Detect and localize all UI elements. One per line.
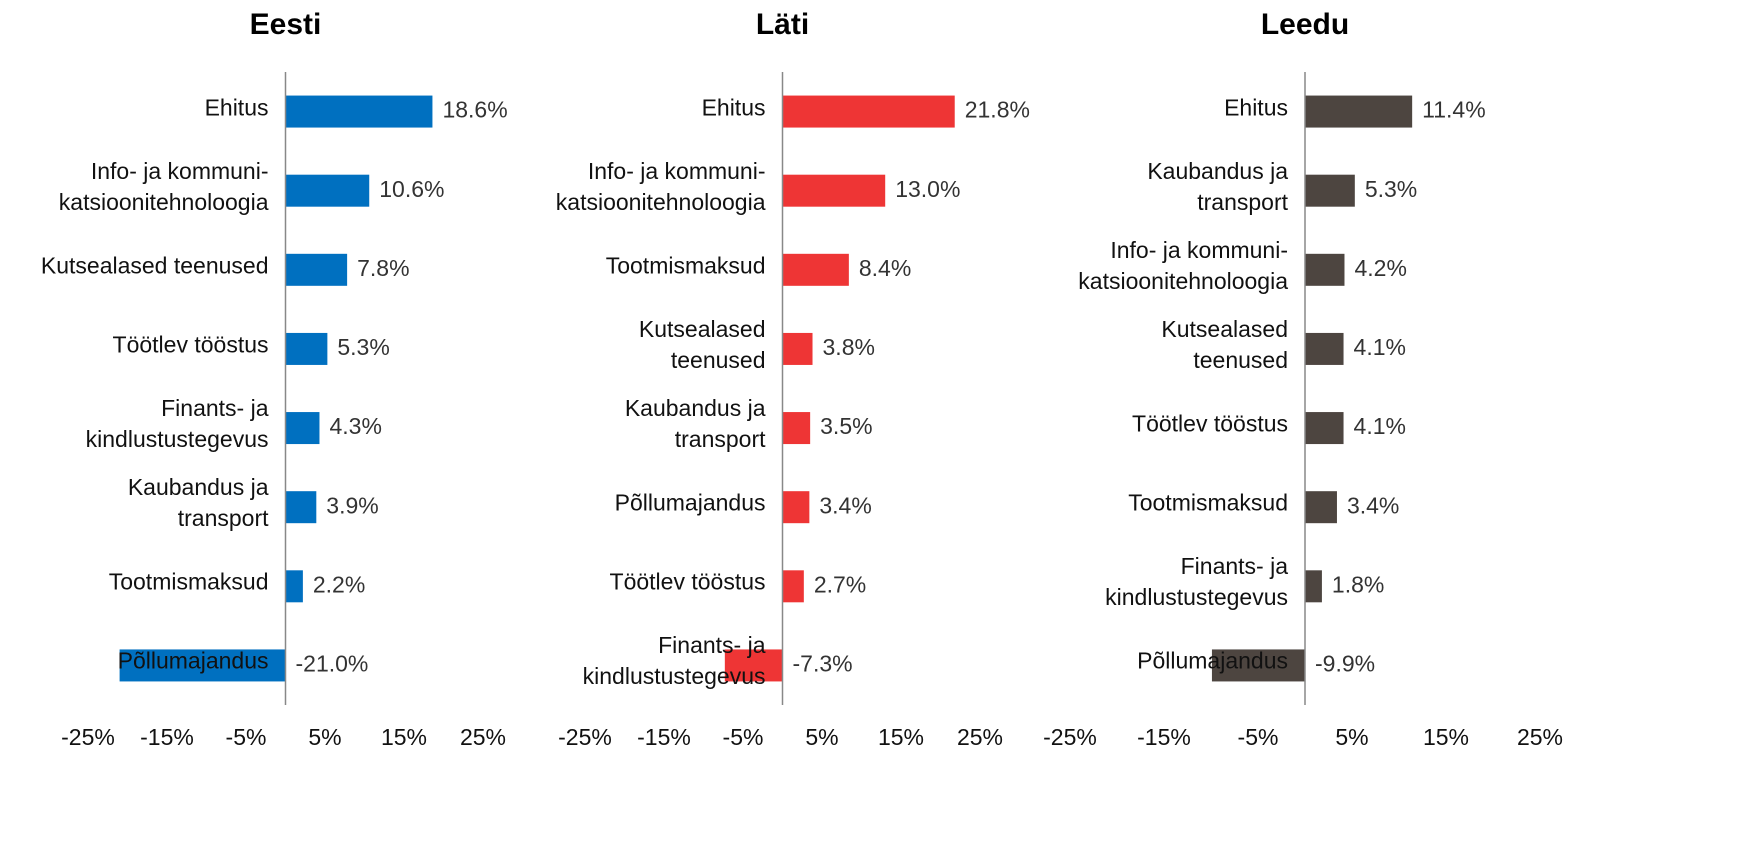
chart-title: Leedu [1261, 8, 1349, 41]
bar [782, 332, 813, 365]
value-label: 1.8% [1332, 571, 1384, 597]
category-label: Finants- ja kindlustustegevus [85, 395, 269, 453]
x-tick-label: -25% [61, 724, 115, 750]
bar [1305, 570, 1322, 603]
category-label: Info- ja kommuni- katsioonitehnoloogia [58, 157, 269, 215]
x-tick-label: 25% [957, 724, 1003, 750]
category-label: Info- ja kommuni- katsioonitehnoloogia [1078, 236, 1288, 294]
x-tick-label: -5% [226, 724, 267, 750]
bar [1305, 491, 1337, 524]
value-label: 11.4% [1422, 97, 1486, 123]
x-tick-label: -15% [1137, 724, 1191, 750]
x-tick-label: -5% [1238, 724, 1279, 750]
chart-title: Läti [756, 8, 809, 41]
bar [285, 174, 370, 207]
bar [1305, 174, 1355, 207]
bar [724, 649, 783, 682]
value-label: 7.8% [357, 255, 409, 281]
category-label: Ehitus [204, 94, 269, 121]
bar [782, 174, 886, 207]
category-label: Põllumajandus [117, 647, 269, 674]
category-label: Töötlev tööstus [112, 331, 269, 358]
category-label: Ehitus [701, 94, 766, 121]
value-label: 10.6% [379, 176, 444, 202]
x-tick-label: 15% [878, 724, 924, 750]
bar [1211, 649, 1305, 682]
category-label: Tootmismaksud [1128, 489, 1288, 516]
value-label: 18.6% [442, 97, 507, 123]
value-label: 4.3% [329, 413, 381, 439]
value-label: 4.1% [1354, 413, 1406, 439]
bar [285, 412, 320, 445]
value-label: 8.4% [859, 255, 911, 281]
category-label: Kaubandus ja transport [624, 395, 766, 453]
bar [119, 649, 286, 682]
bar [782, 491, 810, 524]
x-tick-label: 25% [460, 724, 506, 750]
value-label: -9.9% [1315, 651, 1375, 677]
x-tick-label: -15% [140, 724, 194, 750]
bar [1305, 95, 1413, 128]
value-label: 5.3% [1365, 176, 1417, 202]
bar [1305, 253, 1345, 286]
x-tick-label: -25% [558, 724, 612, 750]
category-label: Tootmismaksud [108, 568, 269, 595]
value-label: 3.5% [820, 413, 872, 439]
x-tick-label: 5% [1335, 724, 1368, 750]
bar [782, 412, 811, 445]
category-label: Põllumajandus [1137, 647, 1288, 674]
category-label: Finants- ja kindlustustegevus [582, 632, 766, 690]
category-label: Töötlev tööstus [1132, 410, 1288, 437]
chart-title: Eesti [250, 8, 322, 41]
value-label: -7.3% [793, 651, 853, 677]
category-label: Põllumajandus [614, 489, 766, 516]
value-label: 3.9% [326, 492, 378, 518]
x-tick-label: 15% [381, 724, 427, 750]
category-label: Kutsealased teenused [638, 315, 766, 373]
bar [782, 253, 849, 286]
x-tick-label: -25% [1043, 724, 1097, 750]
category-label: Tootmismaksud [605, 252, 766, 279]
bar [782, 95, 955, 128]
category-label: Kutsealased teenused [40, 252, 269, 279]
value-label: 5.3% [337, 334, 389, 360]
x-tick-label: -15% [637, 724, 691, 750]
category-label: Kaubandus ja transport [1147, 157, 1288, 215]
bar [285, 570, 303, 603]
category-label: Kaubandus ja transport [127, 474, 269, 532]
category-label: Kutsealased teenused [1161, 315, 1288, 373]
value-label: 2.7% [814, 571, 866, 597]
value-label: 3.4% [1347, 492, 1399, 518]
bar [285, 95, 433, 128]
value-label: 3.4% [819, 492, 871, 518]
x-tick-label: 25% [1517, 724, 1563, 750]
bar [1305, 412, 1344, 445]
category-label: Finants- ja kindlustustegevus [1105, 553, 1288, 611]
category-label: Töötlev tööstus [609, 568, 766, 595]
bar [782, 570, 804, 603]
category-label: Info- ja kommuni- katsioonitehnoloogia [555, 157, 766, 215]
value-label: 4.1% [1354, 334, 1406, 360]
category-label: Ehitus [1224, 94, 1288, 121]
x-tick-label: -5% [723, 724, 764, 750]
x-tick-label: 5% [805, 724, 838, 750]
bar [1305, 332, 1344, 365]
bar [285, 491, 317, 524]
value-label: 13.0% [895, 176, 960, 202]
x-tick-label: 15% [1423, 724, 1469, 750]
bar [285, 253, 348, 286]
value-label: 3.8% [823, 334, 875, 360]
value-label: 4.2% [1354, 255, 1406, 281]
bar [285, 332, 328, 365]
x-tick-label: 5% [308, 724, 341, 750]
value-label: -21.0% [296, 651, 369, 677]
value-label: 2.2% [313, 571, 365, 597]
value-label: 21.8% [965, 97, 1030, 123]
